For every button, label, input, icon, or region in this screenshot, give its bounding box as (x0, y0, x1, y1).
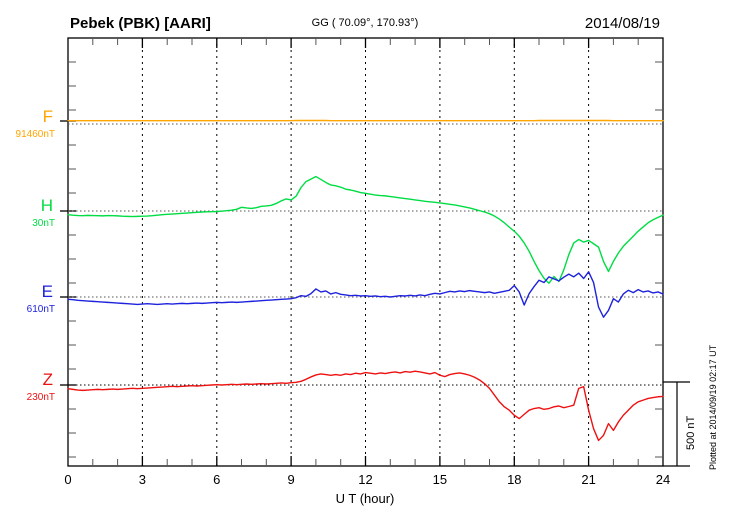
component-label-f: F 91460nT (16, 107, 55, 140)
plotted-at-note: Plotted at 2014/09/19 02:17 UT (708, 344, 718, 470)
x-axis-tick-labels: 0 3 6 9 12 15 18 21 24 (64, 472, 670, 487)
component-letter-e: E (42, 282, 53, 301)
x-axis-title: U T (hour) (336, 491, 395, 506)
component-label-e: E 610nT (27, 282, 55, 315)
component-letter-h: H (41, 196, 53, 215)
component-baselines (68, 123, 663, 386)
trace-e (67, 271, 664, 318)
scale-bar-label: 500 nT (685, 415, 697, 450)
component-label-z: Z 230nT (27, 370, 55, 403)
xtick-15: 15 (433, 472, 447, 487)
component-value-e: 610nT (27, 304, 55, 315)
xtick-9: 9 (287, 472, 294, 487)
component-letter-f: F (43, 107, 53, 126)
x-axis-minor-ticks (92, 38, 639, 466)
xtick-12: 12 (358, 472, 372, 487)
xtick-0: 0 (64, 472, 71, 487)
component-value-f: 91460nT (16, 129, 55, 140)
xtick-3: 3 (139, 472, 146, 487)
page-title: Pebek (PBK) [AARI] (70, 15, 211, 32)
geographic-coordinates: GG ( 70.09°, 170.93°) (312, 17, 419, 29)
y-axis-ticks (60, 61, 663, 458)
component-letter-z: Z (43, 370, 53, 389)
observation-date: 2014/08/19 (585, 15, 660, 32)
xtick-6: 6 (213, 472, 220, 487)
trace-h (67, 175, 664, 284)
component-label-h: H 30nT (32, 196, 55, 229)
component-value-h: 30nT (32, 218, 55, 229)
xtick-18: 18 (507, 472, 521, 487)
xtick-21: 21 (581, 472, 595, 487)
scale-bar: 500 nT (663, 381, 697, 467)
xtick-24: 24 (656, 472, 670, 487)
trace-z (67, 370, 664, 442)
component-value-z: 230nT (27, 392, 55, 403)
